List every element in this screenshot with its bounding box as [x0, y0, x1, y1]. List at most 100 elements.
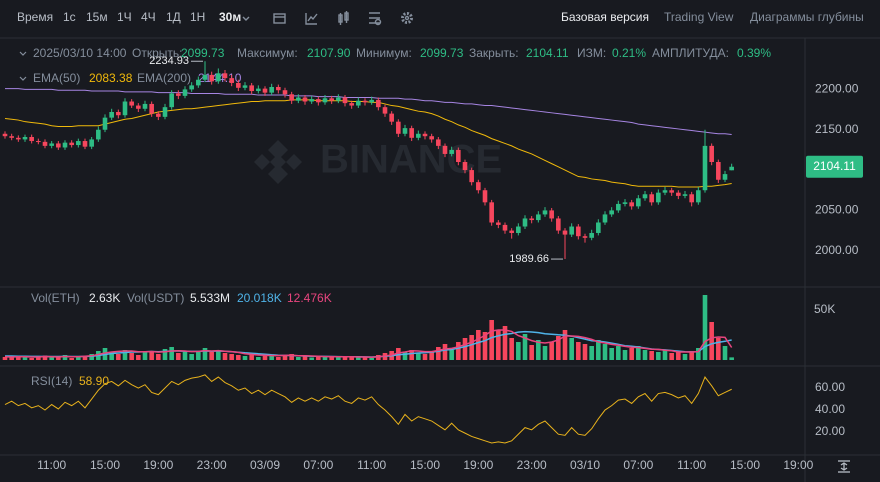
- volume-bar: [82, 356, 88, 360]
- toolbar-label: Время: [17, 10, 53, 24]
- candle-body: [116, 111, 121, 116]
- candle-body: [436, 139, 441, 146]
- volume-bar: [336, 357, 341, 360]
- volume-bar: [136, 355, 141, 360]
- interval[interactable]: 15м: [86, 10, 108, 24]
- candle-body: [229, 78, 234, 83]
- icon-candles[interactable]: [338, 11, 349, 25]
- volume-bar: [69, 358, 74, 360]
- volume-bar: [369, 358, 374, 360]
- volume-bar: [29, 358, 34, 360]
- info-value: 0.39%: [737, 46, 771, 60]
- volume-bar: [629, 348, 634, 360]
- icon-layout[interactable]: [369, 12, 382, 26]
- x-tick-label: 11:00: [357, 458, 386, 472]
- volume-bar: [289, 354, 294, 360]
- view-tab[interactable]: Базовая версия: [561, 10, 649, 24]
- volume-bar: [22, 356, 28, 360]
- volume-bar: [16, 356, 21, 360]
- candle-body: [636, 198, 641, 207]
- candle-body: [276, 86, 281, 91]
- candle-body: [289, 94, 294, 101]
- info-value: 2099.73: [181, 46, 225, 60]
- candle-body: [562, 230, 568, 235]
- volume-bar: [509, 338, 514, 360]
- interval[interactable]: 30м: [219, 10, 241, 24]
- volume-bar: [349, 356, 354, 360]
- view-tab[interactable]: Trading View: [664, 10, 734, 24]
- volume-bar: [242, 356, 248, 360]
- icon-indicators[interactable]: [273, 13, 286, 24]
- candle-body: [396, 121, 401, 134]
- volume-bar: [62, 355, 68, 360]
- volume-bar: [716, 338, 721, 360]
- volume-bar: [249, 354, 254, 360]
- icon-draw[interactable]: [305, 13, 318, 25]
- volume-bar: [316, 356, 321, 360]
- volume-bar: [622, 350, 628, 360]
- candle-body: [489, 202, 494, 223]
- x-tick-label: 07:00: [623, 458, 653, 472]
- x-tick-label: 23:00: [517, 458, 547, 472]
- volume-bar: [309, 357, 314, 360]
- volume-bar: [469, 335, 474, 360]
- candle-body: [129, 101, 134, 106]
- collapse-caret[interactable]: [19, 51, 27, 56]
- legend-toggles: [19, 51, 27, 81]
- volume-bar: [42, 355, 48, 360]
- candle-body: [242, 85, 248, 88]
- volume-bar: [682, 354, 688, 360]
- candle-body: [476, 182, 481, 191]
- icon-settings[interactable]: [401, 12, 413, 24]
- interval[interactable]: 4Ч: [141, 10, 156, 24]
- caret[interactable]: [242, 16, 250, 21]
- legend-value: 2083.38: [89, 71, 133, 85]
- interval[interactable]: 1Д: [166, 10, 181, 24]
- candle-body: [29, 137, 34, 142]
- interval[interactable]: 1Н: [190, 10, 205, 24]
- interval[interactable]: 1с: [63, 10, 76, 24]
- candle-body: [516, 226, 521, 233]
- candle-body: [582, 236, 588, 238]
- volume-bar: [416, 353, 421, 360]
- x-tick-label: 15:00: [730, 458, 760, 472]
- candle-body: [256, 88, 261, 92]
- candle-body: [96, 129, 101, 140]
- info-label: Закрыть:: [469, 46, 519, 60]
- volume-bar: [402, 352, 408, 360]
- volume-bar: [562, 330, 568, 360]
- info-time: 2025/03/10 14:00: [33, 46, 127, 60]
- plot: Время 1с 15м 1Ч 4Ч 1Д 1Н 30м Базовая версия Tradi…: [2, 10, 864, 472]
- scale-icon[interactable]: [838, 460, 850, 473]
- volume-bar: [9, 357, 14, 360]
- candle-body: [622, 202, 628, 204]
- candle-body: [236, 82, 241, 88]
- candle-body: [442, 145, 448, 154]
- candle-body: [336, 97, 341, 101]
- volume-bar: [589, 346, 594, 360]
- volume-bar: [522, 334, 528, 360]
- legend-value: 12.476K: [287, 291, 332, 305]
- legend-value: 2.63K: [89, 291, 120, 305]
- candle-body: [342, 97, 348, 104]
- volume-bar: [56, 357, 61, 360]
- candle-body: [196, 79, 201, 86]
- candle-body: [62, 142, 68, 148]
- y-tick-label: 50K: [814, 302, 835, 316]
- info-value: 2107.90: [307, 46, 351, 60]
- volume-bar: [436, 347, 441, 360]
- view-tab[interactable]: Диаграммы глубины: [750, 10, 864, 24]
- collapse-caret[interactable]: [19, 76, 27, 81]
- x-tick-label: 03/10: [570, 458, 600, 472]
- candle-body: [529, 218, 534, 221]
- candle-body: [496, 222, 501, 225]
- candle-body: [656, 192, 661, 203]
- candle-body: [609, 210, 614, 215]
- candle-body: [469, 170, 474, 183]
- candle-body: [702, 145, 708, 191]
- interval[interactable]: 1Ч: [117, 10, 132, 24]
- candle-body: [316, 99, 321, 103]
- volume-bar: [649, 351, 654, 360]
- volume-bar: [322, 357, 328, 360]
